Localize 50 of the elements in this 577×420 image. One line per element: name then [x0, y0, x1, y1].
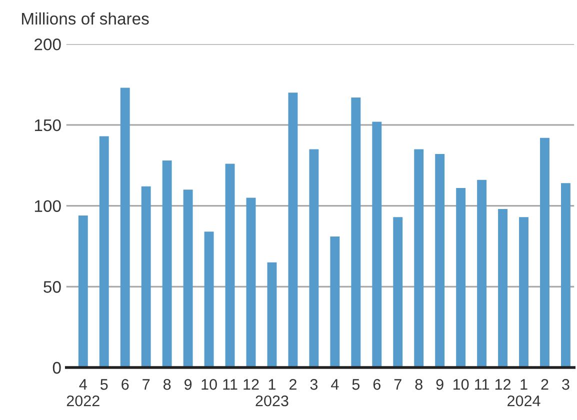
- y-tick-label: 100: [34, 200, 61, 212]
- y-tick-label: 0: [52, 362, 61, 374]
- x-tick-label: 3: [310, 379, 318, 390]
- x-tick-label: 6: [122, 379, 129, 390]
- bar: [519, 217, 528, 368]
- bar: [288, 92, 298, 368]
- bar: [78, 216, 88, 368]
- bar: [204, 232, 214, 368]
- bar: [477, 180, 487, 368]
- bar: [120, 88, 130, 368]
- bar: [540, 138, 550, 368]
- y-tick-label: 50: [44, 281, 61, 293]
- x-tick-label: 4: [331, 379, 339, 390]
- x-tick-label: 2: [541, 379, 548, 390]
- x-tick-label: 5: [352, 379, 360, 390]
- bar: [498, 209, 508, 368]
- x-tick-label: 11: [475, 379, 489, 390]
- bar: [351, 97, 361, 368]
- bar: [456, 188, 466, 368]
- bar: [393, 217, 403, 368]
- bar: [246, 198, 256, 368]
- x-tick-label: 7: [394, 379, 402, 390]
- bar: [309, 149, 319, 368]
- bar: [435, 154, 445, 368]
- y-axis-title: Millions of shares: [22, 12, 149, 25]
- x-tick-label: 11: [223, 379, 238, 390]
- x-tick-label: 4 2022: [66, 379, 100, 406]
- bar: [225, 164, 235, 368]
- bar: [414, 149, 424, 368]
- bar: [372, 122, 382, 368]
- bar: [267, 262, 277, 368]
- x-tick-label: 7: [142, 379, 150, 390]
- bar: [330, 236, 340, 368]
- x-tick-label: 8: [415, 379, 422, 390]
- x-tick-label: 10: [453, 379, 469, 390]
- x-tick-label: 2: [289, 379, 296, 390]
- bar: [561, 183, 570, 368]
- x-tick-label: 6: [373, 379, 380, 390]
- bar: [183, 190, 193, 368]
- x-tick-label: 9: [184, 379, 192, 390]
- x-tick-label: 3: [562, 379, 570, 390]
- x-tick-label: 10: [202, 379, 217, 390]
- bar: [141, 186, 151, 368]
- x-tick-label: 8: [163, 379, 171, 390]
- bar: [162, 160, 172, 368]
- x-tick-label: 9: [436, 379, 444, 390]
- y-tick-label: 200: [34, 38, 61, 50]
- x-tick-label: 5: [100, 379, 108, 390]
- bar: [99, 136, 109, 368]
- y-tick-label: 150: [34, 119, 61, 132]
